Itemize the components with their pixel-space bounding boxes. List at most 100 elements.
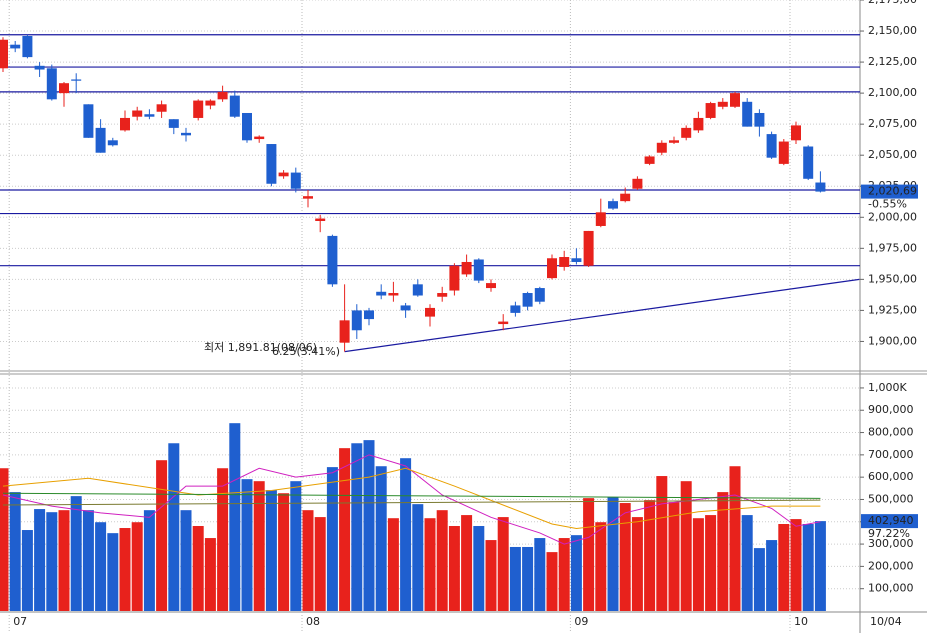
volume-bar xyxy=(387,518,399,611)
y-tick-label: 200,000 xyxy=(868,559,914,572)
candle-body xyxy=(632,178,643,189)
volume-bar xyxy=(375,466,387,611)
candle-body xyxy=(412,284,423,296)
candle-body xyxy=(791,125,801,141)
volume-bar xyxy=(473,526,485,611)
volume-bar xyxy=(107,533,119,611)
candle-body xyxy=(156,104,167,112)
candle-body xyxy=(583,230,594,266)
volume-bar xyxy=(351,443,363,611)
volume-bar xyxy=(168,443,180,611)
candle-body xyxy=(742,101,753,127)
candle-body xyxy=(510,305,521,313)
candle-body xyxy=(730,93,740,107)
candle-body xyxy=(449,265,460,291)
volume-bar xyxy=(802,524,814,611)
candle-body xyxy=(498,321,509,325)
candle-body xyxy=(168,119,179,128)
volume-bar xyxy=(131,522,143,611)
candle-body xyxy=(71,79,82,81)
y-tick-label: 500,000 xyxy=(868,492,914,505)
candle-body xyxy=(766,134,777,158)
volume-bar xyxy=(656,476,668,611)
change-note: 6.25(3.41%) xyxy=(272,345,340,358)
y-tick-label: 600,000 xyxy=(868,470,914,483)
y-tick-label: 2,125,00 xyxy=(868,55,917,68)
volume-bar xyxy=(290,481,302,611)
candle-body xyxy=(229,95,240,117)
volume-bar xyxy=(278,493,290,611)
candle-body xyxy=(608,201,618,209)
volume-bar xyxy=(436,510,448,611)
y-tick-label: 700,000 xyxy=(868,448,914,461)
x-tick-label: 09 xyxy=(574,615,588,628)
volume-bar xyxy=(21,530,33,611)
volume-average xyxy=(2,492,821,499)
candle-body xyxy=(473,259,484,281)
volume-bar xyxy=(314,517,326,611)
candle-body xyxy=(144,114,155,117)
volume-bar xyxy=(717,492,729,611)
volume-bar xyxy=(58,510,70,611)
candle-body xyxy=(205,100,216,106)
volume-bar xyxy=(546,552,558,611)
trendline xyxy=(344,278,860,353)
candle-body xyxy=(107,140,118,146)
volume-bar xyxy=(400,458,412,611)
candle-body xyxy=(547,258,557,279)
volume-bar xyxy=(412,504,424,611)
volume-bar xyxy=(631,517,643,611)
y-tick-label: 2,075,00 xyxy=(868,117,917,130)
candle-body xyxy=(376,291,387,296)
candle-body xyxy=(388,293,399,296)
y-tick-label: 1,000K xyxy=(868,381,907,394)
volume-bar xyxy=(461,515,473,611)
volume-bar xyxy=(607,497,619,611)
last-price-box xyxy=(861,184,918,199)
last-price-label: 2,020,69 xyxy=(868,185,917,198)
y-tick-label: 2,050,00 xyxy=(868,148,917,161)
low-note: 최저 1,891.81(08/06) xyxy=(204,341,317,354)
candle-body xyxy=(46,68,57,100)
volume-bar xyxy=(339,448,351,611)
x-tick-label: 10 xyxy=(794,615,808,628)
candle-body xyxy=(0,39,8,69)
candle-body xyxy=(644,156,655,164)
y-tick-label: 2,000,00 xyxy=(868,210,917,223)
volume-bar xyxy=(241,479,253,611)
volume-bar xyxy=(509,546,521,611)
candle-body xyxy=(595,212,606,226)
last-change: -0.55% xyxy=(868,198,907,211)
volume-bar xyxy=(729,466,741,611)
volume-bar xyxy=(595,522,607,611)
volume-bar xyxy=(82,510,94,611)
volume-bar xyxy=(0,468,9,611)
volume-bar xyxy=(668,502,680,611)
volume-bar xyxy=(229,423,241,611)
volume-bar xyxy=(119,528,131,611)
y-tick-label: 2,175,00 xyxy=(868,0,917,6)
candle-body xyxy=(669,140,679,143)
y-tick-label: 2,100,00 xyxy=(868,86,917,99)
y-tick-label: 100,000 xyxy=(868,582,914,595)
candle-body xyxy=(351,310,362,331)
y-tick-label: 800,000 xyxy=(868,426,914,439)
candle-body xyxy=(290,172,301,189)
volume-bar xyxy=(522,546,534,611)
candle-body xyxy=(181,132,191,136)
candle-body xyxy=(132,110,143,117)
volume-bar xyxy=(583,498,595,611)
volume-bar xyxy=(534,538,546,611)
candle-body xyxy=(693,117,704,131)
candle-body xyxy=(778,141,789,164)
volume-bar xyxy=(363,440,375,611)
candle-body xyxy=(559,257,570,267)
volume-bar xyxy=(217,468,229,611)
volume-bar xyxy=(34,509,46,611)
volume-bar xyxy=(692,518,704,611)
volume-bar xyxy=(619,503,631,611)
volume-bar xyxy=(814,521,826,611)
y-tick-label: 1,950,00 xyxy=(868,272,917,285)
candle-body xyxy=(425,307,435,317)
